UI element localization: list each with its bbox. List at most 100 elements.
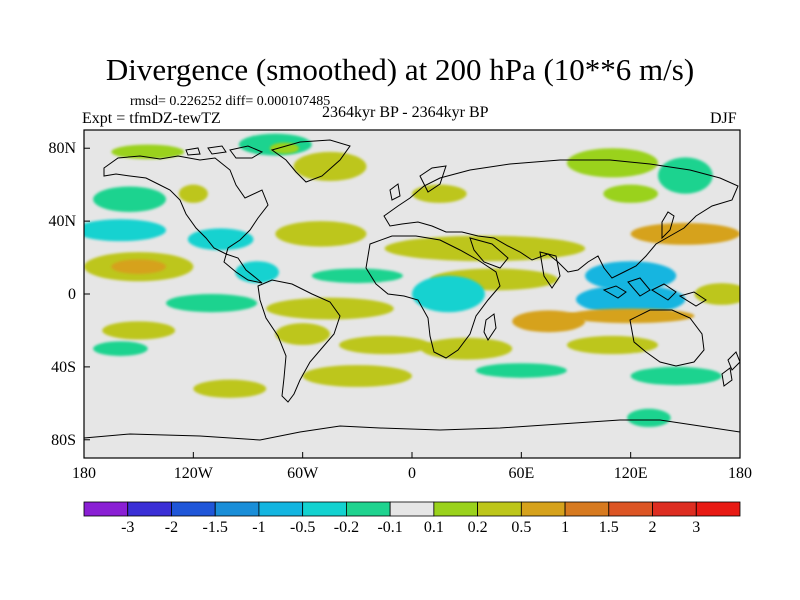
anomaly-region-36 (193, 379, 267, 398)
arctic-islands-coast (185, 145, 264, 159)
stats-line: rmsd= 0.226252 diff= 0.000107485 (130, 94, 331, 109)
anomaly-region-31 (339, 335, 431, 355)
anomaly-region-21 (166, 294, 258, 313)
anomaly-region-7 (178, 184, 208, 203)
anomaly-region-14 (630, 222, 740, 245)
chart-title: Divergence (smoothed) at 200 hPa (10**6 … (105, 52, 695, 87)
colorbar-swatch-13 (652, 501, 697, 517)
y-tick-label-2: 0 (68, 286, 76, 303)
colorbar-label-2: -1.5 (203, 519, 228, 536)
australia-coast (629, 309, 705, 367)
colorbar-swatch-10 (520, 501, 566, 517)
anomaly-region-2 (269, 142, 300, 154)
colorbar-label-9: 0.5 (511, 519, 531, 536)
colorbar-swatch-0 (83, 501, 129, 517)
colorbar-swatch-1 (127, 501, 172, 517)
colorbar: -3 -2 -1.5 -1 -0.5 -0.2 -0.1 0.1 0.2 0.5 1 1.5 2 3 (83, 501, 741, 536)
x-tick-label-5: 120E (614, 465, 648, 482)
colorbar-swatch-8 (433, 501, 479, 517)
anomaly-region-10 (84, 219, 166, 242)
anomaly-region-29 (93, 341, 148, 356)
colorbar-swatch-3 (214, 501, 260, 517)
arabia-india-coast (469, 237, 561, 289)
eurasia-coast (383, 159, 739, 279)
anomaly-region-20 (585, 261, 677, 291)
anomaly-region-9 (603, 184, 659, 203)
experiment-label: Expt = tfmDZ-tewTZ (82, 110, 221, 127)
anomaly-region-16 (111, 259, 166, 274)
colorbar-swatch-9 (477, 501, 522, 517)
x-tick-label-0: 180 (72, 465, 96, 482)
anomaly-region-37 (630, 366, 722, 386)
europe-islands-coast (389, 165, 447, 201)
anomaly-region-8 (412, 184, 467, 203)
colorbar-label-6: -0.1 (377, 519, 402, 536)
colorbar-swatch-14 (695, 501, 741, 517)
anomaly-region-17 (235, 261, 279, 284)
colorbar-swatch-7 (389, 501, 435, 517)
anomaly-region-23 (412, 275, 485, 313)
japan-coast (661, 211, 675, 240)
greenland-coast (270, 139, 351, 183)
anomaly-region-27 (512, 310, 586, 333)
anomaly-region-38 (627, 408, 671, 428)
colorbar-label-3: -1 (252, 519, 265, 536)
anomaly-region-13 (384, 235, 586, 262)
x-tick-label-6: 180 (728, 465, 752, 482)
colorbar-label-7: 0.1 (424, 519, 444, 536)
new-zealand-coast (721, 351, 740, 387)
anomaly-region-24 (576, 284, 686, 315)
anomaly-region-6 (93, 186, 166, 212)
south-america-coast (257, 279, 341, 403)
colorbar-swatch-4 (258, 501, 304, 517)
colorbar-label-4: -0.5 (290, 519, 315, 536)
x-tick-label-2: 60W (287, 465, 319, 482)
anomaly-region-11 (187, 228, 254, 251)
colorbar-label-11: 1.5 (599, 519, 619, 536)
colorbar-label-1: -2 (165, 519, 178, 536)
season-label: DJF (710, 110, 737, 127)
anomaly-region-35 (475, 363, 567, 378)
indonesia-coast (602, 277, 707, 307)
colorbar-label-12: 2 (649, 519, 657, 536)
anomaly-region-33 (566, 335, 658, 355)
anomaly-region-3 (293, 151, 367, 182)
colorbar-label-13: 3 (692, 519, 700, 536)
colorbar-swatch-12 (608, 501, 653, 517)
colorbar-swatch-2 (171, 501, 216, 517)
x-tick-label-4: 60E (508, 465, 534, 482)
y-tick-label-3: 40S (51, 359, 76, 376)
colorbar-label-10: 1 (561, 519, 569, 536)
x-axis: 180 120W 60W 0 60E 120E 180 (72, 452, 752, 482)
madagascar-coast (483, 313, 497, 341)
coastlines (84, 139, 740, 441)
anomaly-region-26 (566, 308, 695, 324)
anomaly-region-28 (102, 321, 176, 340)
anomaly-region-5 (658, 157, 713, 194)
antarctica-coast (84, 419, 740, 441)
north-america-coast (103, 155, 269, 284)
y-axis: 80N 40N 0 40S 80S (48, 140, 90, 449)
colorbar-swatch-11 (564, 501, 610, 517)
colorbar-label-0: -3 (121, 519, 134, 536)
colorbar-label-5: -0.2 (334, 519, 359, 536)
anomaly-region-4 (566, 148, 658, 178)
anomaly-region-34 (302, 365, 413, 387)
colorbar-swatch-6 (345, 501, 391, 517)
anomaly-region-1 (111, 144, 185, 160)
x-tick-label-3: 0 (408, 465, 416, 482)
africa-coast (365, 235, 501, 359)
anomaly-region-22 (266, 297, 394, 320)
period-label: 2364kyr BP - 2364kyr BP (322, 104, 489, 121)
y-tick-label-0: 80N (48, 140, 76, 157)
anomaly-region-32 (421, 337, 513, 360)
anomaly-region-12 (275, 221, 367, 247)
x-tick-label-1: 120W (174, 465, 214, 482)
y-tick-label-1: 40N (48, 213, 76, 230)
y-tick-label-4: 80S (51, 432, 76, 449)
colorbar-label-8: 0.2 (468, 519, 488, 536)
colorbar-swatch-5 (302, 501, 347, 517)
anomaly-region-18 (311, 268, 403, 284)
anomaly-region-30 (275, 323, 330, 346)
